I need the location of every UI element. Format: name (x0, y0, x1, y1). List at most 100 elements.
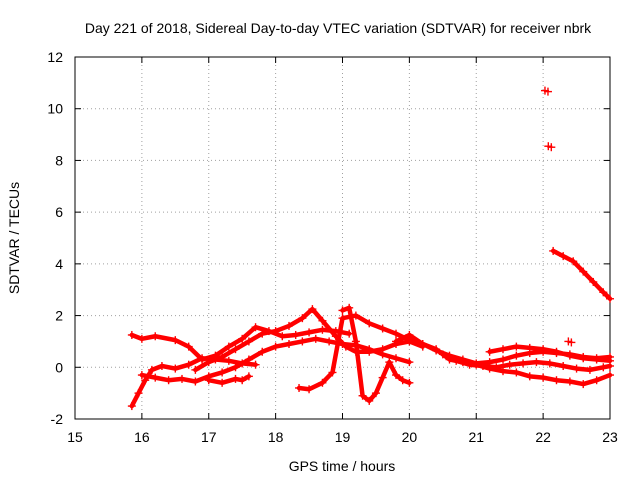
data-point (606, 294, 614, 303)
data-point (378, 345, 387, 354)
data-point (298, 337, 307, 346)
data-point (218, 378, 227, 387)
data-point (184, 342, 193, 351)
data-point (365, 319, 374, 328)
data-point (405, 330, 414, 339)
data-point (127, 330, 136, 339)
data-point (505, 360, 514, 369)
data-point (405, 358, 414, 367)
data-point (305, 385, 314, 394)
data-point (452, 356, 461, 365)
data-point (244, 372, 253, 381)
outlier-points (540, 86, 576, 347)
data-point (191, 365, 200, 374)
data-point (218, 352, 227, 361)
data-point (198, 354, 207, 363)
series-line (129, 324, 352, 362)
data-point (559, 252, 568, 261)
data-point (338, 314, 347, 323)
outlier-point (543, 87, 552, 96)
data-point (231, 345, 240, 354)
outlier-point (567, 338, 576, 347)
data-point (157, 361, 166, 370)
x-axis-label: GPS time / hours (289, 458, 396, 474)
data-point (224, 342, 233, 351)
data-point (519, 359, 528, 368)
data-point (392, 354, 400, 363)
data-point (398, 376, 407, 385)
data-point (271, 327, 280, 336)
data-point (204, 358, 213, 367)
data-point (278, 332, 287, 341)
grid (75, 57, 610, 419)
data-point (599, 363, 608, 372)
data-point (569, 257, 578, 266)
data-point (137, 371, 146, 380)
data-point (405, 378, 414, 387)
data-point (418, 340, 427, 349)
data-point (592, 355, 601, 364)
data-point (589, 277, 598, 286)
data-point (285, 340, 293, 349)
series-track-11 (549, 246, 614, 303)
data-point (365, 347, 374, 356)
axis-ticks: 15 16 17 18 19 20 21 22 23 -2 0 2 4 6 8 10 12 (47, 49, 618, 445)
data-point (151, 373, 160, 382)
data-point (579, 267, 588, 276)
data-point (351, 337, 360, 346)
y-tick-label: -2 (51, 411, 64, 427)
data-point (378, 324, 387, 333)
y-tick-label: 4 (55, 256, 63, 272)
data-point (378, 373, 387, 382)
data-point (204, 376, 213, 385)
data-point (371, 389, 380, 398)
data-point (271, 342, 280, 351)
data-point (151, 332, 160, 341)
data-point (134, 389, 143, 398)
data-point (549, 246, 558, 255)
data-point (351, 311, 360, 320)
data-point (328, 368, 337, 377)
data-point (338, 306, 347, 315)
series-track-1 (127, 323, 354, 364)
data-point (392, 337, 400, 346)
data-point (579, 354, 588, 363)
data-point (318, 378, 327, 387)
data-point (238, 334, 247, 343)
data-point (184, 360, 193, 369)
data-point (565, 377, 574, 386)
data-point (592, 376, 601, 385)
data-point (295, 383, 304, 392)
data-point (171, 364, 180, 373)
data-point (231, 363, 240, 372)
x-tick-label: 20 (402, 429, 418, 445)
x-tick-label: 18 (268, 429, 284, 445)
data-point (318, 325, 327, 334)
data-point (432, 345, 441, 354)
data-point (218, 368, 227, 377)
data-point (478, 361, 487, 370)
series-line (340, 305, 412, 404)
y-tick-label: 12 (47, 49, 63, 65)
data-point (606, 371, 614, 380)
data-point (311, 334, 320, 343)
data-point (525, 372, 534, 381)
data-point (572, 364, 581, 373)
series-line (487, 344, 613, 364)
data-point (539, 373, 548, 382)
data-point (258, 329, 267, 338)
y-tick-label: 2 (55, 308, 63, 324)
data-point (345, 303, 354, 312)
data-point (512, 342, 521, 351)
data-point (512, 368, 521, 377)
data-point (224, 356, 233, 365)
data-point (191, 377, 200, 386)
data-point (552, 376, 561, 385)
data-point (345, 329, 354, 338)
data-point (251, 323, 260, 332)
series-track-10 (485, 342, 614, 365)
x-tick-label: 16 (134, 429, 150, 445)
data-point (539, 345, 548, 354)
data-point (341, 342, 350, 351)
y-tick-label: 6 (55, 204, 63, 220)
